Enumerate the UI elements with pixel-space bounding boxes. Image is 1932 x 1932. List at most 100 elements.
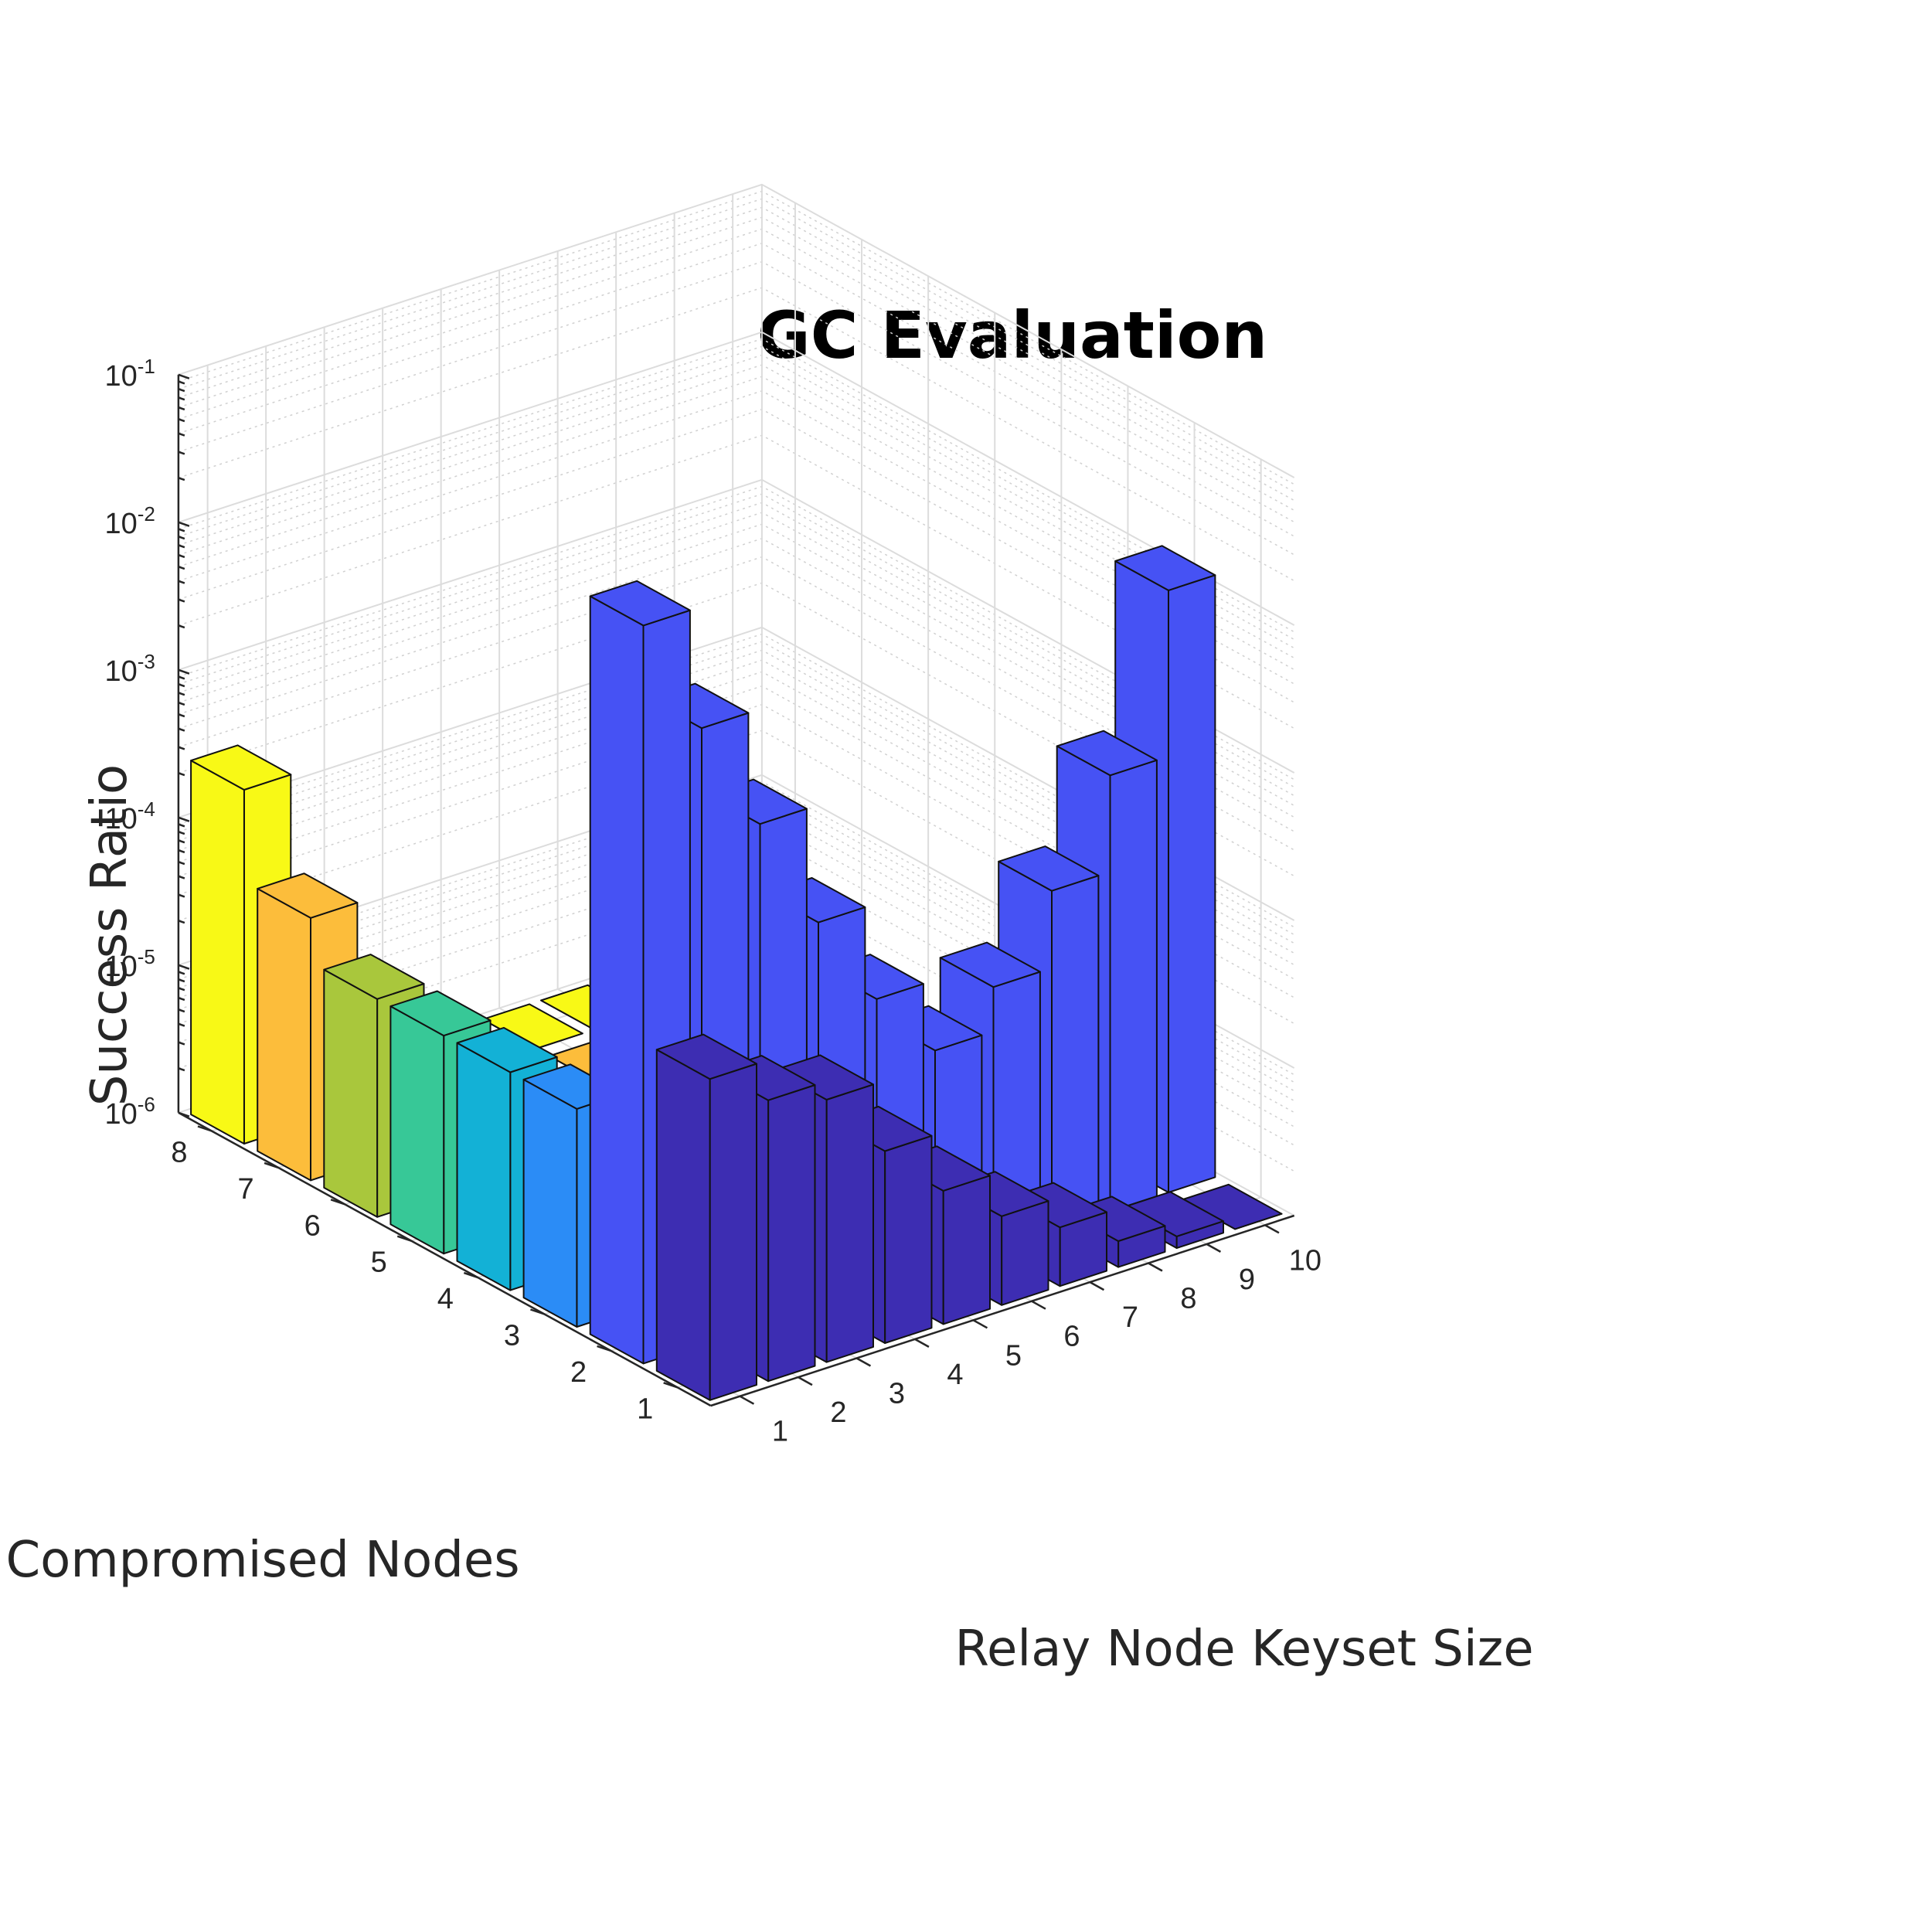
x-tick-mark xyxy=(1089,1281,1105,1291)
x-tick-mark xyxy=(1148,1262,1163,1272)
bar-face xyxy=(1114,545,1216,591)
grid-line xyxy=(178,242,1295,537)
z-tick-mark xyxy=(178,406,185,411)
x-tick-label: 2 xyxy=(830,1396,846,1429)
z-tick-mark xyxy=(178,1022,185,1027)
bar-face xyxy=(1109,759,1158,1213)
x-tick-label: 5 xyxy=(1005,1339,1022,1372)
bar-face xyxy=(884,1134,933,1344)
z-tick-label: 10-2 xyxy=(104,502,155,540)
z-tick-mark xyxy=(178,528,185,532)
z-tick-mark xyxy=(178,861,185,866)
x-tick-mark xyxy=(855,1357,872,1367)
x-tick-mark xyxy=(1206,1243,1222,1253)
z-tick-mark xyxy=(178,380,185,385)
z-tick-mark xyxy=(178,849,185,854)
bar-face xyxy=(998,845,1100,892)
z-tick-mark xyxy=(178,839,185,844)
bar-face xyxy=(257,872,359,919)
bar-face xyxy=(589,580,691,627)
y-tick-label: 7 xyxy=(237,1173,253,1206)
bar-face xyxy=(1001,1200,1049,1306)
z-tick-label: 10-6 xyxy=(104,1093,155,1131)
z-tick-mark xyxy=(178,598,185,603)
bar-face xyxy=(709,1063,757,1401)
z-tick-mark xyxy=(178,566,185,570)
bar-face xyxy=(825,1083,874,1363)
z-tick-mark xyxy=(178,418,185,423)
z-tick-mark xyxy=(178,432,185,437)
z-tick-mark xyxy=(178,920,185,924)
z-tick-mark xyxy=(178,675,185,680)
z-tick-mark xyxy=(178,875,185,879)
z-tick-mark xyxy=(178,964,190,970)
z-axis-label: Success Ratio xyxy=(81,764,138,1106)
x-axis-line xyxy=(710,1214,1295,1407)
y-tick-mark xyxy=(197,1125,213,1132)
bar-face xyxy=(1056,730,1158,777)
y-tick-mark xyxy=(264,1162,279,1169)
z-tick-mark xyxy=(178,544,185,549)
bar-face xyxy=(456,1026,558,1073)
bar-face xyxy=(1168,574,1216,1193)
z-tick-mark xyxy=(178,893,185,898)
bar-face xyxy=(190,744,292,791)
y-tick-label: 8 xyxy=(171,1137,187,1169)
z-tick-mark xyxy=(178,978,185,983)
bar-face xyxy=(323,954,425,1000)
z-tick-mark xyxy=(178,831,185,835)
z-tick-mark xyxy=(178,451,185,455)
bar-face xyxy=(1051,875,1100,1232)
y-tick-label: 1 xyxy=(637,1393,653,1425)
y-tick-mark xyxy=(463,1271,478,1279)
bar-face xyxy=(767,1084,816,1383)
z-tick-mark xyxy=(178,668,190,675)
z-tick-mark xyxy=(178,727,185,732)
x-tick-label: 6 xyxy=(1063,1321,1080,1353)
y-tick-mark xyxy=(663,1382,679,1389)
z-tick-mark xyxy=(178,987,185,992)
z-tick-mark xyxy=(178,624,185,629)
z-tick-label: 10-5 xyxy=(104,945,155,983)
z-tick-mark xyxy=(178,373,190,379)
bar-face xyxy=(323,968,379,1218)
z-tick-mark xyxy=(178,772,185,777)
bar-face xyxy=(389,990,492,1037)
x-tick-mark xyxy=(972,1319,988,1329)
bar xyxy=(589,580,691,1365)
x-tick-label: 3 xyxy=(889,1378,905,1410)
axes xyxy=(177,373,1295,1407)
y-tick-mark xyxy=(597,1345,611,1352)
x-tick-label: 1 xyxy=(772,1416,788,1448)
bars xyxy=(190,545,1283,1401)
z-tick-mark xyxy=(178,1009,185,1013)
bar-face xyxy=(939,941,1041,988)
x-tick-label: 4 xyxy=(947,1359,963,1391)
y-tick-label: 5 xyxy=(371,1247,387,1279)
z-tick-mark xyxy=(178,1111,190,1117)
bar-face xyxy=(522,1078,578,1328)
tick-labels: 10-6 10-5 10-4 10-3 10-2 10-1 1 2 3 4 5 6 7 8 1 2 3 4 5 6 7 8… xyxy=(104,355,1321,1448)
z-tick-label: 10-3 xyxy=(104,650,155,688)
bar-face xyxy=(589,595,645,1365)
x-axis-label: Relay Node Keyset Size xyxy=(954,1621,1533,1678)
z-tick-mark xyxy=(178,477,185,481)
z-tick-mark xyxy=(178,1067,185,1072)
y-tick-label: 6 xyxy=(304,1209,321,1242)
bar-face xyxy=(942,1175,991,1325)
z-tick-mark xyxy=(178,713,185,718)
bar-face xyxy=(456,1042,512,1291)
x-tick-label: 7 xyxy=(1122,1301,1138,1334)
bar-face xyxy=(655,1033,757,1080)
bar-face xyxy=(190,760,245,1145)
z-tick-mark xyxy=(178,971,185,975)
z-tick-mark xyxy=(178,816,190,822)
x-tick-label: 8 xyxy=(1180,1283,1196,1315)
z-tick-label: 10-1 xyxy=(104,355,155,393)
bar-face xyxy=(389,1005,445,1255)
z-tick-mark xyxy=(178,396,185,401)
x-tick-mark xyxy=(798,1376,813,1386)
z-tick-mark xyxy=(178,536,185,540)
z-tick-mark xyxy=(178,1041,185,1046)
